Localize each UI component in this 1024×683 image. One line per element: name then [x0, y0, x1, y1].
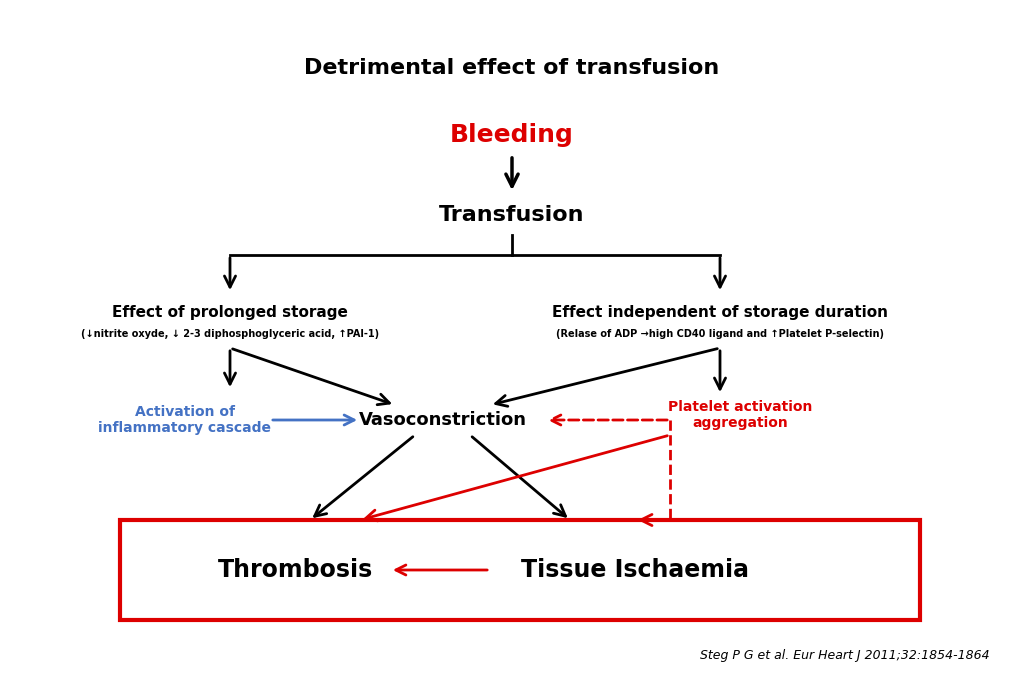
- Text: Effect of prolonged storage: Effect of prolonged storage: [112, 305, 348, 320]
- Text: Detrimental effect of transfusion: Detrimental effect of transfusion: [304, 58, 720, 78]
- Text: Thrombosis: Thrombosis: [217, 558, 373, 582]
- Text: Activation of
inflammatory cascade: Activation of inflammatory cascade: [98, 405, 271, 435]
- Bar: [120, 520, 920, 620]
- Text: Platelet activation
aggregation: Platelet activation aggregation: [668, 400, 812, 430]
- Text: Vasoconstriction: Vasoconstriction: [359, 411, 527, 429]
- Text: (Relase of ADP →high CD40 ligand and ↑Platelet P-selectin): (Relase of ADP →high CD40 ligand and ↑Pl…: [556, 329, 884, 339]
- Text: Tissue Ischaemia: Tissue Ischaemia: [521, 558, 749, 582]
- Text: (↓nitrite oxyde, ↓ 2-3 diphosphoglyceric acid, ↑PAI-1): (↓nitrite oxyde, ↓ 2-3 diphosphoglyceric…: [81, 329, 379, 339]
- Text: Transfusion: Transfusion: [439, 205, 585, 225]
- Text: Steg P G et al. Eur Heart J 2011;32:1854-1864: Steg P G et al. Eur Heart J 2011;32:1854…: [700, 648, 990, 662]
- Text: Bleeding: Bleeding: [451, 123, 573, 147]
- Text: Effect independent of storage duration: Effect independent of storage duration: [552, 305, 888, 320]
